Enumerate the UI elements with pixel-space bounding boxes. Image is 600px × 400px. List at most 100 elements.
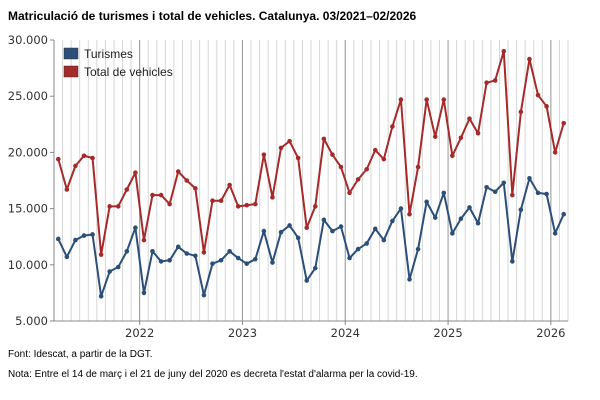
data-point[interactable] (390, 218, 395, 224)
data-point[interactable] (321, 217, 327, 223)
data-point[interactable] (501, 180, 507, 186)
data-point[interactable] (141, 237, 147, 243)
data-point[interactable] (253, 256, 258, 262)
data-point[interactable] (90, 155, 95, 161)
data-point[interactable] (107, 204, 112, 209)
legend-swatch[interactable] (63, 65, 79, 78)
data-point[interactable] (475, 220, 481, 226)
data-point[interactable] (467, 205, 472, 210)
data-point[interactable] (295, 155, 301, 161)
data-point[interactable] (347, 190, 352, 196)
data-point[interactable] (295, 235, 301, 241)
data-point[interactable] (441, 97, 447, 102)
data-point[interactable] (510, 192, 515, 198)
data-point[interactable] (492, 189, 498, 195)
data-point[interactable] (432, 215, 438, 220)
data-point[interactable] (355, 246, 361, 252)
data-point[interactable] (381, 237, 387, 243)
data-point[interactable] (73, 237, 78, 243)
data-point[interactable] (561, 120, 567, 126)
data-point[interactable] (484, 80, 489, 86)
legend-swatch[interactable] (63, 47, 79, 60)
data-point[interactable] (312, 204, 318, 209)
data-point[interactable] (107, 269, 112, 274)
data-point[interactable] (124, 249, 130, 254)
data-point[interactable] (133, 170, 138, 175)
data-point[interactable] (218, 198, 224, 204)
data-point[interactable] (544, 191, 549, 197)
data-point[interactable] (552, 231, 558, 236)
data-point[interactable] (278, 145, 284, 151)
data-point[interactable] (407, 277, 412, 282)
data-point[interactable] (244, 261, 250, 266)
data-point[interactable] (158, 192, 164, 198)
data-point[interactable] (115, 204, 121, 209)
data-point[interactable] (424, 199, 429, 205)
data-point[interactable] (150, 249, 155, 254)
data-point[interactable] (330, 152, 335, 157)
data-point[interactable] (167, 258, 172, 263)
data-point[interactable] (535, 190, 541, 196)
data-point[interactable] (141, 290, 147, 296)
data-point[interactable] (364, 241, 369, 246)
data-point[interactable] (98, 293, 104, 299)
data-point[interactable] (90, 232, 95, 237)
data-point[interactable] (261, 228, 267, 234)
data-point[interactable] (475, 130, 481, 136)
data-point[interactable] (81, 153, 87, 159)
data-point[interactable] (364, 166, 369, 172)
data-point[interactable] (150, 192, 155, 198)
data-point[interactable] (450, 153, 455, 159)
data-point[interactable] (287, 138, 292, 144)
data-point[interactable] (415, 164, 421, 170)
data-point[interactable] (527, 175, 532, 181)
data-point[interactable] (347, 255, 352, 261)
data-point[interactable] (124, 187, 130, 192)
data-point[interactable] (98, 252, 104, 257)
data-point[interactable] (458, 135, 464, 141)
data-point[interactable] (372, 226, 378, 232)
data-point[interactable] (321, 136, 327, 142)
data-point[interactable] (73, 163, 78, 169)
data-point[interactable] (270, 195, 275, 200)
data-point[interactable] (484, 184, 489, 190)
data-point[interactable] (218, 258, 224, 263)
data-point[interactable] (210, 261, 215, 266)
data-point[interactable] (398, 206, 404, 211)
data-point[interactable] (312, 265, 318, 271)
data-point[interactable] (235, 255, 241, 261)
data-point[interactable] (193, 253, 198, 259)
data-point[interactable] (210, 198, 215, 204)
data-point[interactable] (55, 156, 61, 162)
data-point[interactable] (518, 207, 524, 213)
data-point[interactable] (55, 236, 61, 242)
data-point[interactable] (338, 224, 344, 229)
data-point[interactable] (407, 211, 412, 217)
data-point[interactable] (287, 223, 292, 228)
data-point[interactable] (253, 201, 258, 207)
data-point[interactable] (64, 254, 70, 260)
data-point[interactable] (561, 211, 567, 217)
data-point[interactable] (184, 178, 190, 183)
data-point[interactable] (64, 187, 70, 192)
data-point[interactable] (381, 156, 387, 162)
data-point[interactable] (441, 190, 447, 196)
data-point[interactable] (193, 186, 198, 191)
data-point[interactable] (235, 204, 241, 209)
data-point[interactable] (492, 78, 498, 83)
data-point[interactable] (330, 228, 335, 234)
data-point[interactable] (227, 249, 232, 254)
data-point[interactable] (424, 97, 429, 102)
data-point[interactable] (415, 246, 421, 252)
legend[interactable]: Turismes Total de vehicles (63, 47, 173, 79)
data-point[interactable] (355, 177, 361, 182)
data-point[interactable] (81, 233, 87, 238)
data-point[interactable] (450, 231, 455, 236)
data-point[interactable] (201, 292, 207, 298)
data-point[interactable] (158, 259, 164, 264)
data-point[interactable] (432, 134, 438, 139)
data-point[interactable] (518, 109, 524, 115)
data-point[interactable] (304, 225, 310, 231)
data-point[interactable] (501, 48, 507, 54)
data-point[interactable] (467, 116, 472, 121)
